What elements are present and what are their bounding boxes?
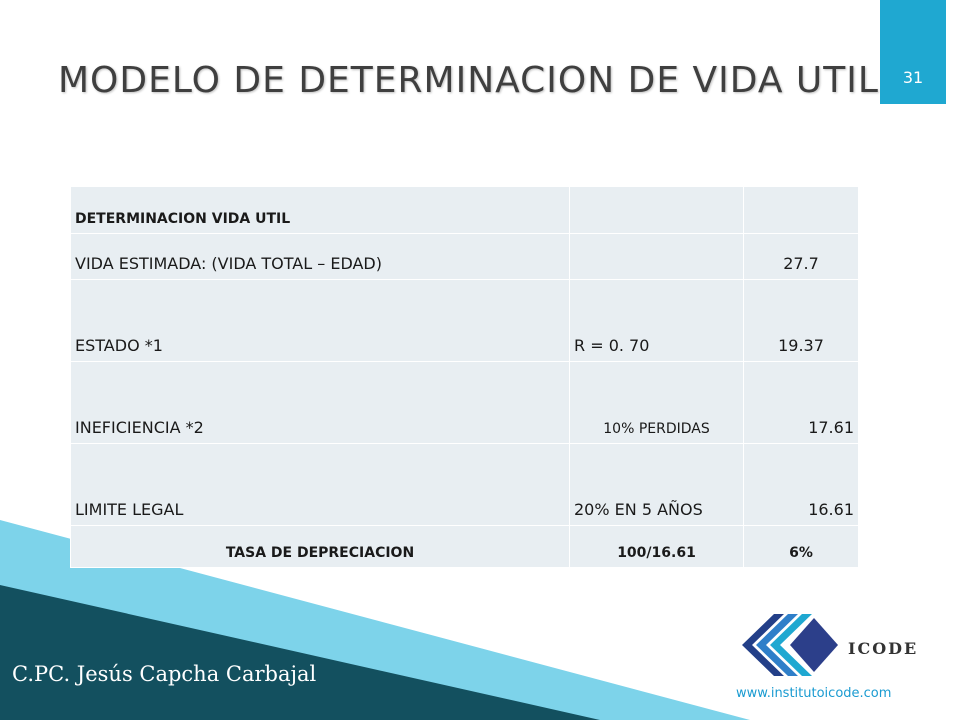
table-row: VIDA ESTIMADA: (VIDA TOTAL – EDAD) 27.7 [70,233,859,280]
table-row: INEFICIENCIA *2 10% PERDIDAS 17.61 [70,361,859,444]
website-url: www.institutoicode.com [736,686,892,701]
row-label: TASA DE DEPRECIACION [70,525,570,568]
row-middle [569,233,744,280]
row-label: VIDA ESTIMADA: (VIDA TOTAL – EDAD) [70,233,570,280]
row-middle: 20% EN 5 AÑOS [569,443,744,526]
row-value: 6% [743,525,859,568]
row-label: ESTADO *1 [70,279,570,362]
row-value [743,186,859,234]
page-number-tab: 31 [880,0,946,104]
row-middle: 10% PERDIDAS [569,361,744,444]
author-name: C.PC. Jesús Capcha Carbajal [12,662,317,686]
table-row: LIMITE LEGAL 20% EN 5 AÑOS 16.61 [70,443,859,526]
logo-diamond [790,618,838,672]
row-value: 17.61 [743,361,859,444]
logo-wordmark: ICODE [848,639,918,658]
row-label: INEFICIENCIA *2 [70,361,570,444]
row-middle: 100/16.61 [569,525,744,568]
page-number: 31 [902,68,924,87]
row-label: LIMITE LEGAL [70,443,570,526]
vida-util-table: DETERMINACION VIDA UTIL VIDA ESTIMADA: (… [70,186,859,568]
row-middle [569,186,744,234]
icode-logo: ICODE [742,614,918,676]
slide-title: MODELO DE DETERMINACION DE VIDA UTIL [58,60,879,101]
logo-chevron-navy [742,614,784,676]
row-middle: R = 0. 70 [569,279,744,362]
row-value: 19.37 [743,279,859,362]
logo-chevron-blue [756,614,798,676]
table-row: TASA DE DEPRECIACION 100/16.61 6% [70,525,859,568]
dark-teal-band [0,585,600,720]
table-row: ESTADO *1 R = 0. 70 19.37 [70,279,859,362]
row-value: 27.7 [743,233,859,280]
logo-chevron-cyan [770,614,812,676]
table-row: DETERMINACION VIDA UTIL [70,186,859,234]
row-value: 16.61 [743,443,859,526]
row-label: DETERMINACION VIDA UTIL [70,186,570,234]
